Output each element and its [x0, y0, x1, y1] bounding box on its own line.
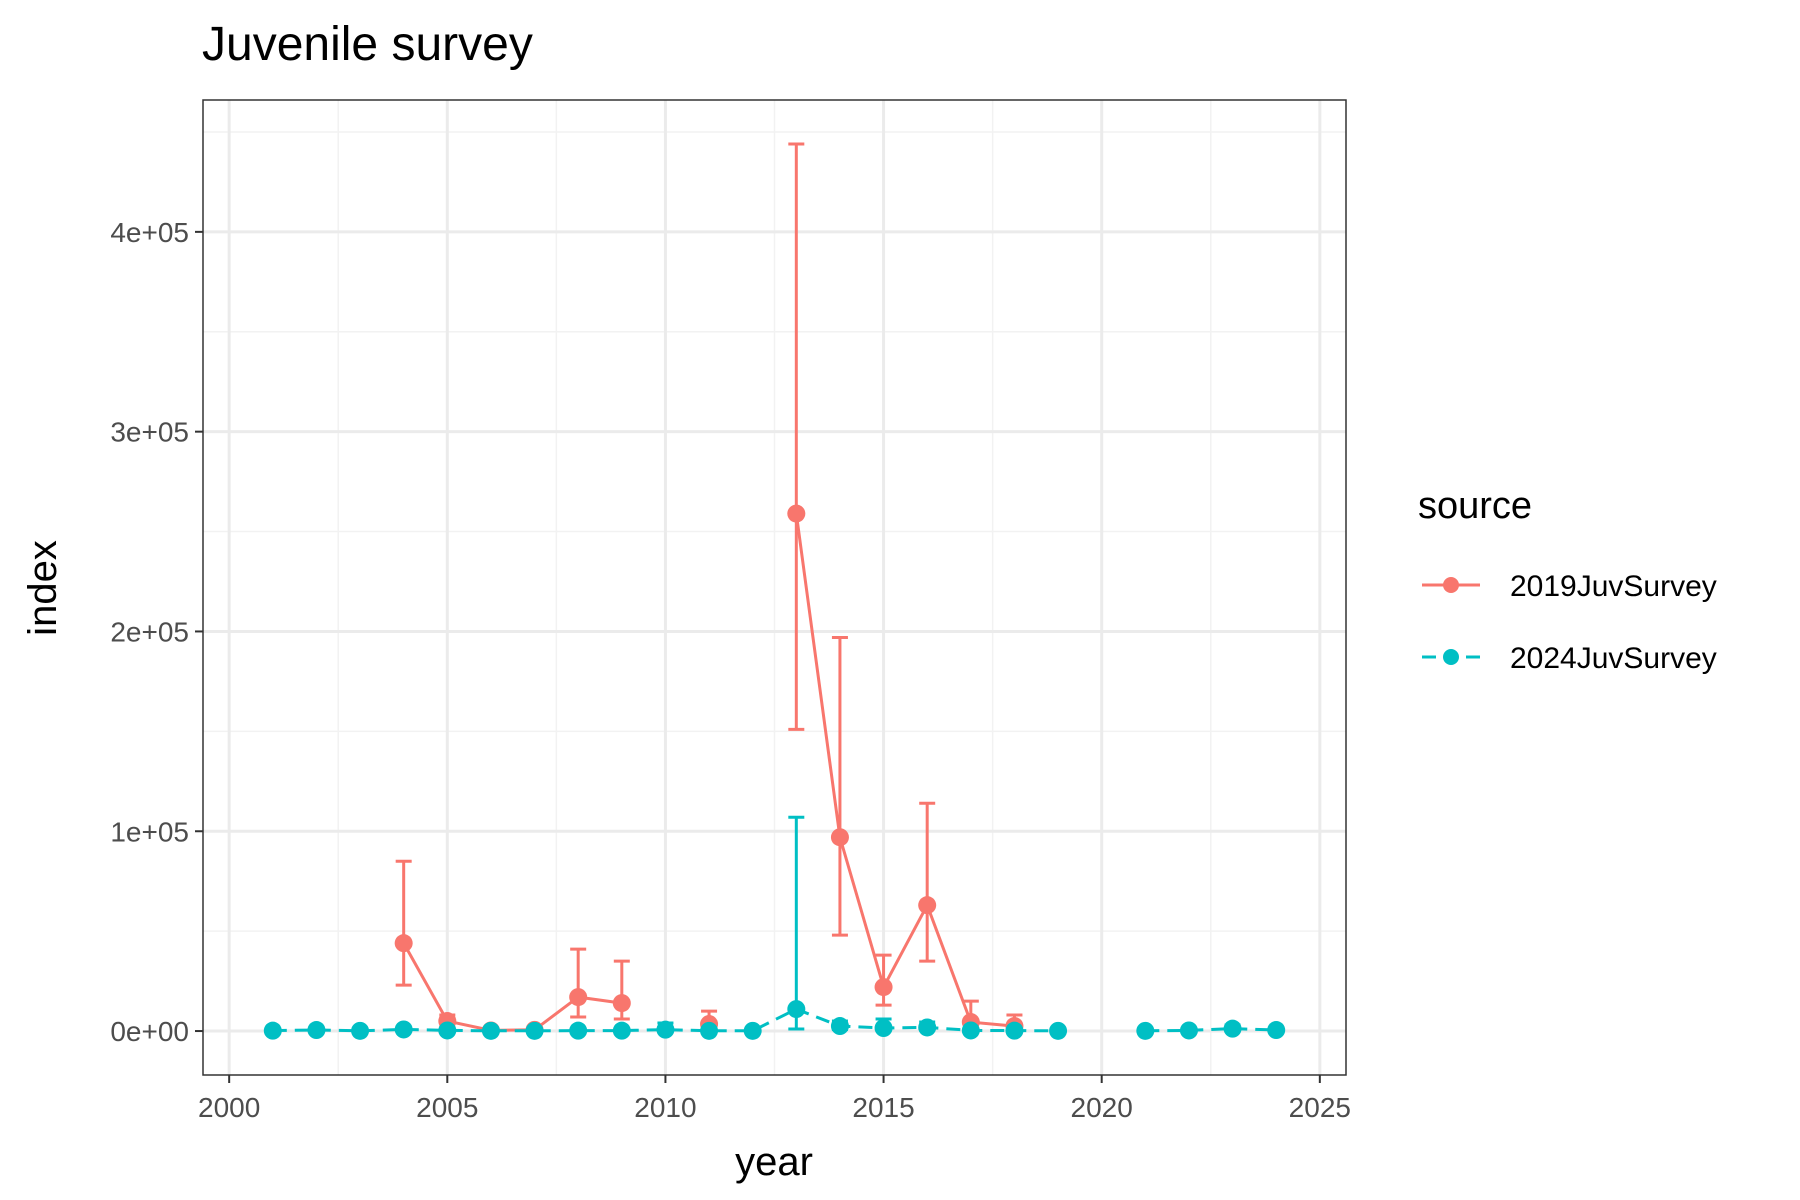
error-bar: [831, 635, 848, 937]
data-point: [394, 934, 413, 953]
grid-minor: [203, 100, 1346, 1075]
x-tick-label: 2005: [416, 1092, 478, 1123]
y-tick-label: 1e+05: [110, 816, 189, 847]
legend-key-point: [1443, 649, 1459, 665]
data-point: [612, 1021, 631, 1040]
data-point: [830, 1017, 849, 1036]
data-point: [438, 1021, 457, 1040]
y-axis: 0e+00 1e+05 2e+05 3e+05 4e+05: [110, 217, 203, 1047]
data-point: [743, 1021, 762, 1040]
data-point: [525, 1021, 544, 1040]
error-bar: [919, 801, 936, 963]
data-point: [394, 1020, 413, 1039]
data-point: [830, 828, 849, 847]
data-point: [307, 1021, 326, 1040]
x-tick-label: 2015: [852, 1092, 914, 1123]
x-axis: 2000 2005 2010 2015 2020 2025: [198, 1075, 1351, 1123]
series-2024JuvSurvey: [263, 815, 1286, 1040]
y-tick-label: 4e+05: [110, 217, 189, 248]
data-point: [1267, 1021, 1286, 1040]
legend-label: 2019JuvSurvey: [1510, 570, 1717, 603]
data-point: [1005, 1021, 1024, 1040]
data-point: [700, 1021, 719, 1040]
legend-label: 2024JuvSurvey: [1510, 642, 1717, 675]
data-point: [874, 1019, 893, 1038]
data-point: [1179, 1021, 1198, 1040]
error-bar: [395, 859, 412, 987]
x-tick-label: 2000: [198, 1092, 260, 1123]
x-tick-label: 2020: [1071, 1092, 1133, 1123]
legend-item-2024JuvSurvey: 2024JuvSurvey: [1422, 642, 1717, 675]
error-bar: [788, 815, 805, 1031]
legend-item-2019JuvSurvey: 2019JuvSurvey: [1422, 570, 1717, 603]
data-point: [569, 1021, 588, 1040]
x-axis-title: year: [735, 1140, 813, 1184]
data-point: [961, 1021, 980, 1040]
series-layer: [263, 142, 1286, 1040]
legend-key-point: [1443, 577, 1459, 593]
x-tick-label: 2025: [1289, 1092, 1351, 1123]
data-point: [874, 978, 893, 997]
plot-border: [202, 99, 1347, 1076]
data-point: [1049, 1021, 1068, 1040]
data-point: [263, 1021, 282, 1040]
data-point: [918, 1018, 937, 1037]
y-tick-label: 0e+00: [110, 1016, 189, 1047]
data-point: [787, 504, 806, 523]
chart-title: Juvenile survey: [202, 18, 533, 71]
data-point: [481, 1021, 500, 1040]
x-tick-label: 2010: [634, 1092, 696, 1123]
data-point: [918, 896, 937, 915]
data-point: [656, 1020, 675, 1039]
y-tick-label: 3e+05: [110, 417, 189, 448]
y-tick-label: 2e+05: [110, 616, 189, 647]
legend-title: source: [1418, 485, 1532, 527]
data-point: [1223, 1019, 1242, 1038]
data-point: [612, 994, 631, 1013]
grid-major: [203, 100, 1346, 1075]
data-point: [787, 1000, 806, 1019]
data-point: [1136, 1021, 1155, 1040]
legend: source 2019JuvSurvey 2024JuvSurvey: [1418, 485, 1717, 675]
data-point: [569, 988, 588, 1007]
y-axis-title: index: [21, 540, 65, 636]
data-point: [351, 1021, 370, 1040]
error-bar: [788, 142, 805, 731]
